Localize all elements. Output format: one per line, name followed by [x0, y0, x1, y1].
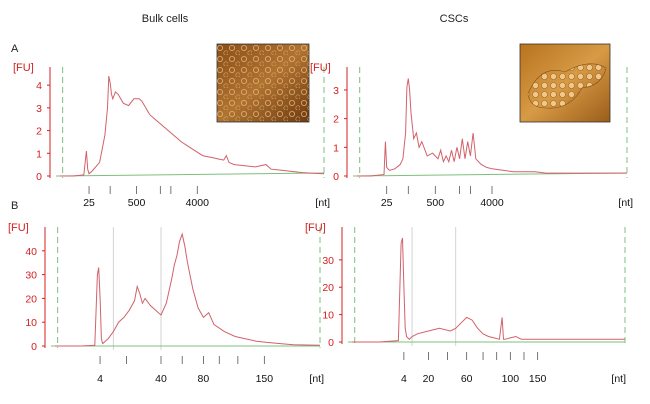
- y-tick-label: 20: [25, 293, 37, 305]
- micrograph-inset: [216, 43, 310, 123]
- electropherogram-trace: [55, 232, 321, 347]
- panel-a-bulk: [FU] 0 1 2 3 4 25 500 4000 [nt]: [13, 43, 330, 209]
- row-label-b: B: [11, 200, 18, 212]
- y-tick-label: 2: [36, 126, 42, 138]
- y-tick-label: 0: [333, 171, 339, 183]
- y-tick-label: 40: [25, 246, 37, 258]
- x-tick-label: 25: [381, 197, 393, 209]
- x-tick-label: 4: [97, 373, 103, 385]
- y-tick-label: 1: [333, 142, 339, 154]
- column-title-bulk: Bulk cells: [142, 13, 189, 25]
- panel-b-bulk: [FU] 0 10 20 30 40 4 40 80 150 [nt]: [8, 222, 324, 385]
- x-tick-label: 150: [256, 373, 274, 385]
- x-tick-label: 4: [401, 373, 407, 385]
- x-tick-label: 4000: [480, 197, 504, 209]
- y-axis-label: [FU]: [310, 62, 331, 74]
- sphere-cluster: [527, 63, 607, 109]
- y-axis-label: [FU]: [8, 222, 29, 234]
- x-tick-label: 100: [502, 373, 520, 385]
- y-tick-label: 0: [36, 171, 42, 183]
- y-tick-label: 0: [31, 341, 37, 353]
- x-axis-label: [nt]: [315, 197, 330, 209]
- x-tick-label: 4000: [186, 197, 210, 209]
- x-axis-label: [nt]: [618, 197, 633, 209]
- y-tick-label: 30: [322, 255, 334, 267]
- x-tick-label: 60: [461, 373, 473, 385]
- panel-b-cscs: [FU] 0 10 20 30 4 20 60 100 150 [nt]: [305, 222, 626, 385]
- panel-a-cscs: [FU] 0 1 2 3 25 500 4000 [nt]: [310, 43, 633, 209]
- electropherogram-trace: [60, 75, 325, 177]
- y-axis-label: [FU]: [13, 62, 34, 74]
- y-tick-label: 0: [328, 337, 334, 349]
- y-tick-label: 30: [25, 270, 37, 282]
- x-tick-label: 150: [529, 373, 547, 385]
- y-tick-label: 10: [322, 310, 334, 322]
- y-tick-label: 3: [36, 103, 42, 115]
- baseline: [55, 172, 325, 177]
- y-tick-label: 2: [333, 114, 339, 126]
- x-axis-label: [nt]: [309, 373, 324, 385]
- micrograph-inset: [519, 43, 611, 123]
- row-label-a: A: [11, 43, 19, 55]
- electropherogram-trace: [357, 78, 627, 177]
- x-axis-label: [nt]: [611, 373, 626, 385]
- y-tick-label: 10: [25, 317, 37, 329]
- cell-texture: [217, 44, 309, 122]
- y-tick-label: 4: [36, 80, 42, 92]
- x-tick-label: 500: [427, 197, 445, 209]
- electropherogram-trace: [352, 237, 625, 343]
- y-axis-label: [FU]: [305, 222, 326, 234]
- x-tick-label: 40: [155, 373, 167, 385]
- y-tick-label: 20: [322, 282, 334, 294]
- x-tick-label: 80: [198, 373, 210, 385]
- x-tick-label: 500: [128, 197, 146, 209]
- x-tick-label: 20: [423, 373, 435, 385]
- y-tick-label: 1: [36, 148, 42, 160]
- y-tick-label: 3: [333, 85, 339, 97]
- x-tick-label: 25: [83, 197, 95, 209]
- column-title-cscs: CSCs: [440, 13, 469, 25]
